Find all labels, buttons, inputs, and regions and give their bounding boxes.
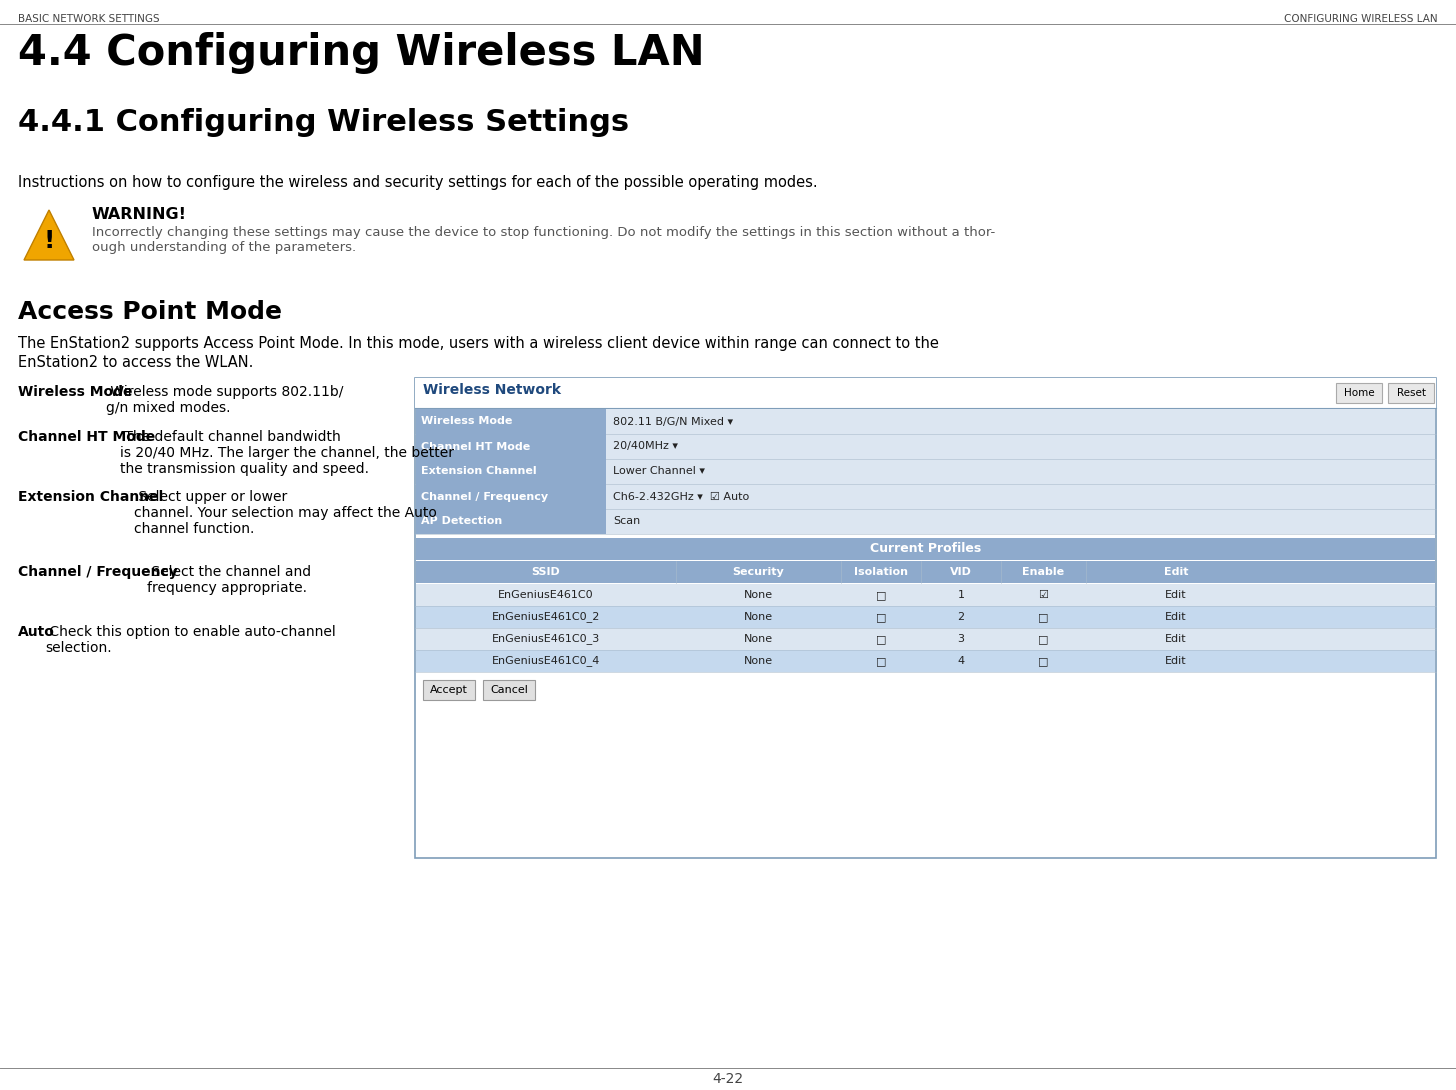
Text: VID: VID <box>951 567 973 577</box>
Text: CONFIGURING WIRELESS LAN: CONFIGURING WIRELESS LAN <box>1284 14 1439 24</box>
Text: Incorrectly changing these settings may cause the device to stop functioning. Do: Incorrectly changing these settings may … <box>92 226 996 254</box>
Text: □: □ <box>875 611 887 622</box>
Bar <box>416 561 1436 583</box>
Text: Edit: Edit <box>1163 567 1188 577</box>
Text: WARNING!: WARNING! <box>92 207 186 222</box>
Text: EnGeniusE461C0_4: EnGeniusE461C0_4 <box>492 655 600 666</box>
Text: 3: 3 <box>958 634 964 644</box>
Text: Lower Channel ▾: Lower Channel ▾ <box>613 467 705 476</box>
Text: !: ! <box>44 229 55 253</box>
Text: Wireless mode supports 802.11b/
g/n mixed modes.: Wireless mode supports 802.11b/ g/n mixe… <box>106 385 344 415</box>
Bar <box>415 378 1436 408</box>
Text: Select upper or lower
channel. Your selection may affect the Auto
channel functi: Select upper or lower channel. Your sele… <box>134 490 437 536</box>
Text: BASIC NETWORK SETTINGS: BASIC NETWORK SETTINGS <box>17 14 160 24</box>
Text: □: □ <box>1038 656 1048 666</box>
Bar <box>416 509 606 534</box>
Bar <box>416 538 1436 560</box>
Text: Wireless Mode: Wireless Mode <box>17 385 132 399</box>
Text: Wireless Mode: Wireless Mode <box>421 416 513 426</box>
Text: Check this option to enable auto-channel
selection.: Check this option to enable auto-channel… <box>45 625 336 655</box>
Text: The EnStation2 supports Access Point Mode. In this mode, users with a wireless c: The EnStation2 supports Access Point Mod… <box>17 336 939 351</box>
Text: □: □ <box>1038 611 1048 622</box>
Text: EnGeniusE461C0: EnGeniusE461C0 <box>498 590 594 600</box>
Bar <box>416 606 1436 628</box>
Text: Cancel: Cancel <box>491 685 529 695</box>
Text: Extension Channel: Extension Channel <box>421 467 537 476</box>
Text: Auto: Auto <box>17 625 55 639</box>
Text: 802.11 B/G/N Mixed ▾: 802.11 B/G/N Mixed ▾ <box>613 416 734 426</box>
Bar <box>1337 383 1382 403</box>
Text: □: □ <box>1038 634 1048 644</box>
Text: Channel HT Mode: Channel HT Mode <box>421 441 530 451</box>
Text: Channel / Frequency: Channel / Frequency <box>421 492 547 501</box>
Bar <box>1388 383 1434 403</box>
Text: 2: 2 <box>958 611 964 622</box>
Text: 4-22: 4-22 <box>712 1071 744 1086</box>
Bar <box>483 680 534 700</box>
Bar <box>415 378 1436 858</box>
Text: Reset: Reset <box>1396 388 1425 398</box>
Text: □: □ <box>875 656 887 666</box>
Text: Security: Security <box>732 567 785 577</box>
Bar <box>416 434 606 459</box>
Polygon shape <box>23 210 74 261</box>
Bar <box>416 628 1436 650</box>
Bar <box>416 650 1436 673</box>
Text: Scan: Scan <box>613 517 641 526</box>
Text: Ch6-2.432GHz ▾  ☑ Auto: Ch6-2.432GHz ▾ ☑ Auto <box>613 492 750 501</box>
Text: Edit: Edit <box>1165 634 1187 644</box>
Text: Accept: Accept <box>430 685 467 695</box>
Text: Channel / Frequency: Channel / Frequency <box>17 565 178 579</box>
Bar <box>416 434 1436 459</box>
Text: Wireless Network: Wireless Network <box>424 383 561 397</box>
Bar <box>416 409 606 434</box>
Text: □: □ <box>875 634 887 644</box>
Bar <box>416 459 1436 484</box>
Text: ☑: ☑ <box>1038 590 1048 600</box>
Text: EnStation2 to access the WLAN.: EnStation2 to access the WLAN. <box>17 355 253 370</box>
Text: 4.4 Configuring Wireless LAN: 4.4 Configuring Wireless LAN <box>17 32 705 74</box>
Text: The default channel bandwidth
is 20/40 MHz. The larger the channel, the better
t: The default channel bandwidth is 20/40 M… <box>119 429 454 476</box>
Text: EnGeniusE461C0_3: EnGeniusE461C0_3 <box>492 633 600 644</box>
Text: None: None <box>744 611 773 622</box>
Text: 1: 1 <box>958 590 964 600</box>
Bar <box>416 509 1436 534</box>
Bar <box>416 409 1436 434</box>
Text: Current Profiles: Current Profiles <box>869 543 981 556</box>
Text: Channel HT Mode: Channel HT Mode <box>17 429 156 444</box>
Text: None: None <box>744 656 773 666</box>
Text: Select the channel and
frequency appropriate.: Select the channel and frequency appropr… <box>147 565 312 595</box>
Bar <box>416 484 1436 509</box>
Text: None: None <box>744 634 773 644</box>
Text: 4.4.1 Configuring Wireless Settings: 4.4.1 Configuring Wireless Settings <box>17 108 629 137</box>
Text: 4: 4 <box>958 656 964 666</box>
Bar <box>416 584 1436 606</box>
Text: None: None <box>744 590 773 600</box>
Text: AP Detection: AP Detection <box>421 517 502 526</box>
Text: Edit: Edit <box>1165 590 1187 600</box>
Text: Home: Home <box>1344 388 1374 398</box>
Text: Edit: Edit <box>1165 611 1187 622</box>
Text: SSID: SSID <box>531 567 561 577</box>
Text: Isolation: Isolation <box>855 567 909 577</box>
Text: Enable: Enable <box>1022 567 1064 577</box>
Text: Instructions on how to configure the wireless and security settings for each of : Instructions on how to configure the wir… <box>17 175 818 190</box>
Text: Extension Channel: Extension Channel <box>17 490 163 504</box>
Text: Edit: Edit <box>1165 656 1187 666</box>
Text: 20/40MHz ▾: 20/40MHz ▾ <box>613 441 678 451</box>
Bar <box>416 484 606 509</box>
Bar <box>416 459 606 484</box>
Text: Access Point Mode: Access Point Mode <box>17 300 282 324</box>
Text: □: □ <box>875 590 887 600</box>
Bar <box>424 680 475 700</box>
Text: EnGeniusE461C0_2: EnGeniusE461C0_2 <box>492 611 600 622</box>
